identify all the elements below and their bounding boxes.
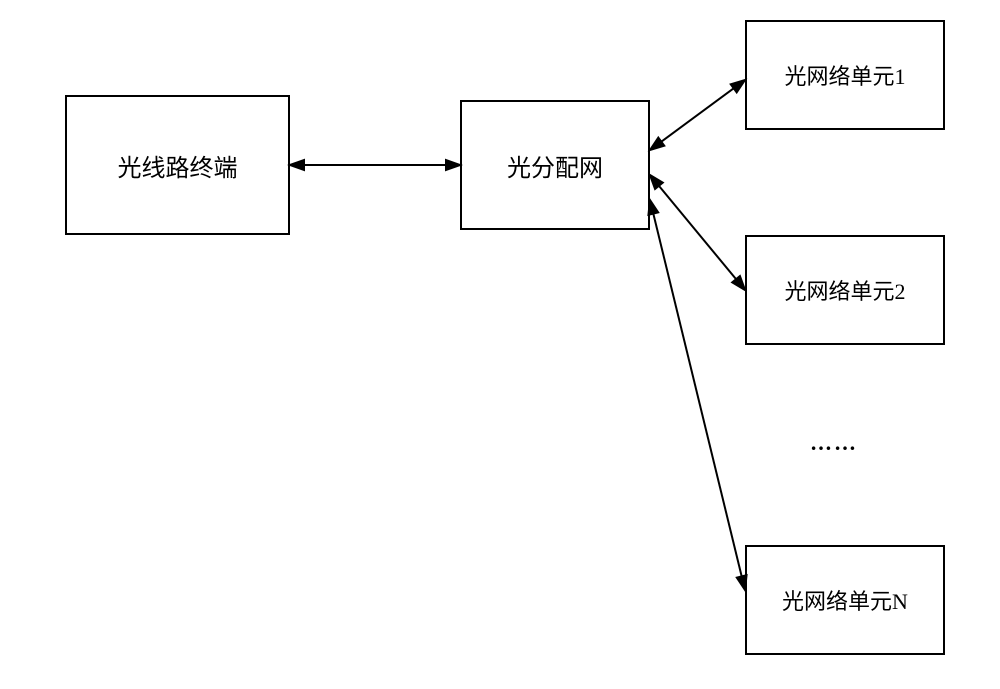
node-onu1-label: 光网络单元1	[784, 59, 905, 91]
node-onu2-label: 光网络单元2	[784, 274, 905, 306]
node-olt: 光线路终端	[65, 95, 290, 235]
ellipsis-label: ……	[810, 430, 858, 456]
node-onu2: 光网络单元2	[745, 235, 945, 345]
node-onu1: 光网络单元1	[745, 20, 945, 130]
node-odn: 光分配网	[460, 100, 650, 230]
node-onun: 光网络单元N	[745, 545, 945, 655]
diagram-canvas: 光线路终端 光分配网 光网络单元1 光网络单元2 光网络单元N ……	[0, 0, 1000, 689]
node-olt-label: 光线路终端	[118, 148, 238, 183]
node-odn-label: 光分配网	[507, 148, 603, 183]
node-onun-label: 光网络单元N	[782, 584, 908, 616]
